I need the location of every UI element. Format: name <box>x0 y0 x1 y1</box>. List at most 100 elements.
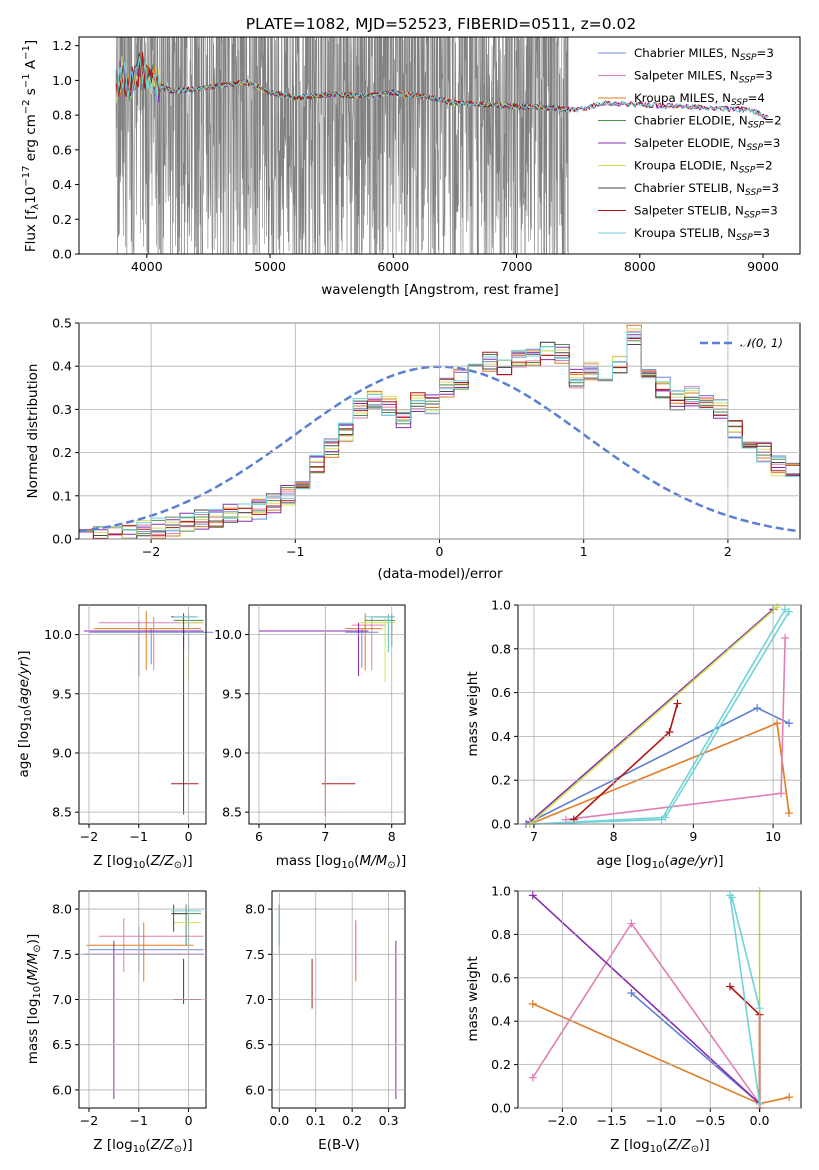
x-tick-label: 0.0 <box>269 1113 289 1128</box>
residuals-panel: −2 −1 0 1 2 0.0 0.1 0.2 0.3 0.4 0.5 (data-model)/e… <box>25 316 801 582</box>
age-vs-z-panel: −2 −1 0 8.5 9.0 9.5 10.0 Z [log10(Z/Z⊙)] age [… <box>16 604 214 871</box>
residual-histogram-step <box>79 336 800 539</box>
weight-point-marker <box>781 633 790 642</box>
mass-vs-z-panel: −2 −1 0 6.0 6.5 7.0 7.5 8.0 Z [log10(Z/Z⊙)] mas… <box>25 890 207 1155</box>
y-tick-label: 1.2 <box>52 38 72 53</box>
x-tick-label: −1.5 <box>596 1113 626 1128</box>
x-tick-label: −1 <box>130 1113 148 1128</box>
y-tick-label: 0.6 <box>491 970 511 985</box>
legend-entry: Salpeter MILES, NSSP=3 <box>634 69 773 86</box>
mass-vs-ebv-xlabel: E(B-V) <box>318 1137 360 1153</box>
legend-entry: Kroupa ELODIE, NSSP=2 <box>634 159 773 176</box>
weight-point-marker <box>773 719 782 728</box>
y-tick-label: 0.2 <box>491 1057 511 1072</box>
x-tick-label: 1 <box>580 544 588 559</box>
weight-vs-age-ylabel: mass weight <box>465 671 481 756</box>
weight-point-marker <box>661 813 670 822</box>
mass-vs-ebv-ticks: 0.0 0.1 0.2 0.3 6.0 6.5 7.0 7.5 8.0 <box>245 891 405 1128</box>
y-tick-label: 0.2 <box>52 445 72 460</box>
mass-vs-z-ticks: −2 −1 0 6.0 6.5 7.0 7.5 8.0 <box>52 891 206 1128</box>
spectrum-ticks: 4000 5000 6000 7000 8000 9000 0.0 0.2 0.4 0.6 0.8 1… <box>52 38 779 274</box>
weight-point-marker <box>753 703 762 712</box>
y-tick-label: 0.1 <box>52 488 72 503</box>
legend-entry: Chabrier ELODIE, NSSP=2 <box>634 114 782 131</box>
y-tick-label: 8.5 <box>222 805 242 820</box>
y-tick-label: 9.0 <box>222 745 242 760</box>
x-tick-label: 8000 <box>624 259 656 274</box>
y-tick-label: 7.5 <box>245 947 265 962</box>
weight-series-line <box>729 895 761 1104</box>
y-tick-label: 9.0 <box>52 745 72 760</box>
weight-point-marker <box>777 789 786 798</box>
observed-spectrum-line <box>115 37 569 254</box>
legend-entry: Kroupa MILES, NSSP=4 <box>634 91 765 108</box>
x-tick-label: 5000 <box>254 259 286 274</box>
mass-vs-ebv-panel: 0.0 0.1 0.2 0.3 6.0 6.5 7.0 7.5 8.0 E(B-V) <box>245 890 406 1153</box>
x-tick-label: 8 <box>388 829 396 844</box>
y-tick-label: 0.6 <box>491 685 511 700</box>
residuals-ylabel: Normed distribution <box>25 364 41 499</box>
x-tick-label: 9 <box>689 829 697 844</box>
weight-point-marker <box>627 919 636 928</box>
residuals-ticks: −2 −1 0 1 2 0.0 0.1 0.2 0.3 0.4 0.5 <box>52 316 800 559</box>
weight-vs-z-ticks: −2.0 −1.5 −1.0 −0.5 0.0 0.0 0.2 0.4 0.6 0.8 1.0 <box>491 884 801 1128</box>
y-tick-label: 0.0 <box>491 1101 511 1116</box>
age-vs-mass-frame <box>248 604 406 825</box>
weight-series-line <box>731 897 761 1009</box>
x-tick-label: 10 <box>765 829 781 844</box>
residual-histogram-step <box>79 334 800 539</box>
spectrum-frame <box>78 36 801 255</box>
x-tick-label: −1 <box>130 829 148 844</box>
age-vs-mass-xlabel: mass [log10(M/M⊙)] <box>276 853 406 871</box>
y-tick-label: 0.4 <box>52 177 72 192</box>
weight-vs-age-panel: 7 8 9 10 0.0 0.2 0.4 0.6 0.8 1.0 age [log10(age/y… <box>465 598 802 871</box>
y-tick-label: 6.0 <box>52 1082 72 1097</box>
y-tick-label: 9.5 <box>222 686 242 701</box>
weight-vs-z-ylabel: mass weight <box>465 956 481 1041</box>
y-tick-label: 0.8 <box>491 927 511 942</box>
weight-point-marker <box>727 893 736 902</box>
x-tick-label: 6 <box>255 829 263 844</box>
x-tick-label: 6000 <box>377 259 409 274</box>
x-tick-label: 0.1 <box>306 1113 326 1128</box>
y-tick-label: 0.0 <box>491 817 511 832</box>
y-tick-label: 9.5 <box>52 686 72 701</box>
weight-point-marker <box>785 809 794 818</box>
x-tick-label: −1 <box>286 544 304 559</box>
x-tick-label: 0 <box>185 829 193 844</box>
y-tick-label: 10.0 <box>44 627 72 642</box>
weight-series-line <box>529 606 778 825</box>
y-tick-label: 7.5 <box>52 947 72 962</box>
weight-point-marker <box>528 1073 537 1082</box>
mass-vs-z-xlabel: Z [log10(Z/Z⊙)] <box>93 1137 192 1155</box>
age-vs-z-ticks: −2 −1 0 8.5 9.0 9.5 10.0 <box>44 605 206 844</box>
y-tick-label: 1.0 <box>52 73 72 88</box>
x-tick-label: 0.0 <box>750 1113 770 1128</box>
y-tick-label: 6.0 <box>245 1082 265 1097</box>
weight-point-marker <box>785 607 794 616</box>
residuals-xlabel: (data-model)/error <box>377 566 503 582</box>
weight-series-line <box>532 894 761 1105</box>
weight-vs-age-xlabel: age [log10(age/yr)] <box>596 853 723 871</box>
x-tick-label: −1.0 <box>646 1113 676 1128</box>
age-vs-z-xlabel: Z [log10(Z/Z⊙)] <box>93 853 192 871</box>
y-tick-label: 0.2 <box>491 773 511 788</box>
age-vs-z-frame <box>78 604 207 825</box>
x-tick-label: 4000 <box>131 259 163 274</box>
spectrum-panel: 4000 5000 6000 7000 8000 9000 0.0 0.2 0.4 0.6 0.8 1… <box>21 36 801 298</box>
weight-series-line <box>529 608 774 823</box>
spectrum-plot-area <box>115 37 769 254</box>
spectrum-legend: Chabrier MILES, NSSP=3 Salpeter MILES, NS… <box>598 46 782 243</box>
y-tick-label: 0.3 <box>52 402 72 417</box>
x-tick-label: −2 <box>142 544 160 559</box>
residual-histogram-step <box>79 332 800 539</box>
model-spectrum-line <box>116 56 769 119</box>
x-tick-label: 7 <box>321 829 329 844</box>
x-tick-label: −2.0 <box>547 1113 577 1128</box>
y-tick-label: 0.8 <box>52 108 72 123</box>
weight-vs-z-panel: −2.0 −1.5 −1.0 −0.5 0.0 0.0 0.2 0.4 0.6 0.8 1.0 Z … <box>465 884 802 1155</box>
spectrum-clipped <box>115 37 769 254</box>
y-tick-label: 1.0 <box>491 598 511 613</box>
legend-entry: Chabrier MILES, NSSP=3 <box>634 46 774 63</box>
weight-point-marker <box>528 891 537 900</box>
